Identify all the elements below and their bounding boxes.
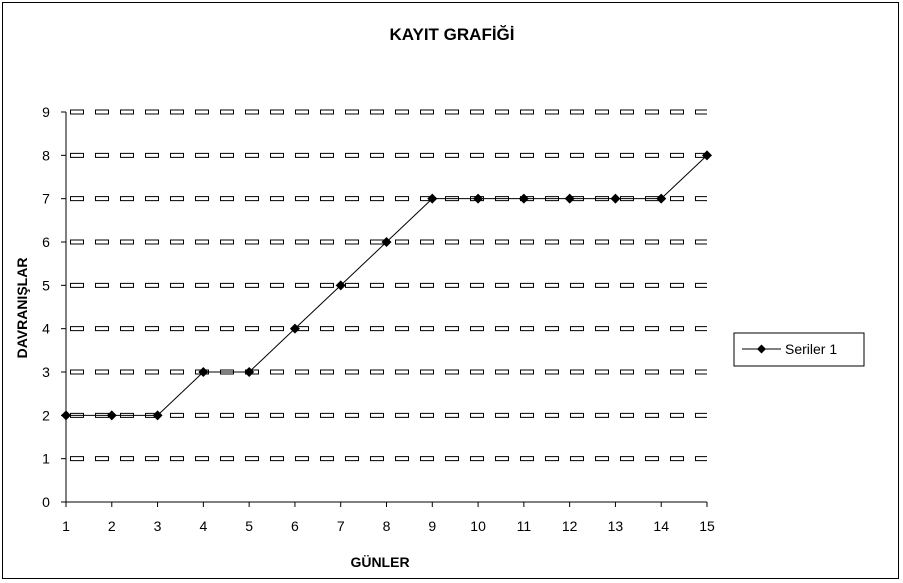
legend-marker-diamond xyxy=(757,344,766,354)
grid xyxy=(70,109,707,462)
data-point xyxy=(152,410,163,421)
x-tick-label: 3 xyxy=(154,518,162,534)
data-point xyxy=(198,367,209,377)
y-tick-label: 8 xyxy=(42,147,50,163)
data-point xyxy=(656,193,667,204)
y-tick-label: 7 xyxy=(42,191,50,207)
data-point xyxy=(564,193,575,204)
y-tick-label: 0 xyxy=(42,494,50,510)
x-tick-label: 8 xyxy=(383,518,391,534)
data-point xyxy=(610,193,621,204)
x-tick-label: 4 xyxy=(199,518,207,534)
legend-label: Seriler 1 xyxy=(785,341,837,357)
data-point xyxy=(289,323,300,334)
data-point xyxy=(381,237,392,247)
x-tick-label: 7 xyxy=(337,518,345,534)
data-point xyxy=(335,280,346,291)
data-point xyxy=(244,367,255,377)
series-line xyxy=(66,154,708,416)
x-tick-label: 15 xyxy=(699,518,715,534)
x-tick-label: 12 xyxy=(562,518,578,534)
x-axis-title: GÜNLER xyxy=(350,554,409,570)
y-tick-label: 9 xyxy=(42,104,50,120)
y-tick-label: 4 xyxy=(42,321,50,337)
data-point xyxy=(106,410,117,421)
y-tick-label: 5 xyxy=(42,277,50,293)
x-tick-label: 6 xyxy=(291,518,299,534)
legend: Seriler 1 xyxy=(733,332,865,367)
x-tick-label: 10 xyxy=(470,518,486,534)
data-point xyxy=(427,193,438,204)
y-tick-label: 6 xyxy=(42,234,50,250)
y-tick-label: 2 xyxy=(42,407,50,423)
x-tick-label: 14 xyxy=(653,518,669,534)
x-tick-label: 2 xyxy=(108,518,116,534)
data-point xyxy=(518,193,529,204)
axes xyxy=(61,111,708,507)
data-point xyxy=(61,410,71,421)
y-axis-title: DAVRANIŞLAR xyxy=(14,258,30,359)
x-tick-label: 13 xyxy=(608,518,624,534)
y-tick-labels: 0 1 2 3 4 5 6 7 8 9 xyxy=(42,104,50,510)
data-point xyxy=(473,193,484,204)
x-tick-label: 11 xyxy=(517,518,532,534)
x-tick-label: 9 xyxy=(428,518,436,534)
data-point xyxy=(702,150,712,161)
x-tick-labels: 1 2 3 4 5 6 7 8 9 10 11 12 13 14 15 xyxy=(62,518,715,534)
y-tick-label: 3 xyxy=(42,364,50,380)
x-tick-label: 1 xyxy=(62,518,70,534)
chart-title: KAYIT GRAFİĞİ xyxy=(390,25,515,44)
series xyxy=(61,150,712,421)
x-tick-label: 5 xyxy=(245,518,253,534)
y-tick-label: 1 xyxy=(42,451,50,467)
